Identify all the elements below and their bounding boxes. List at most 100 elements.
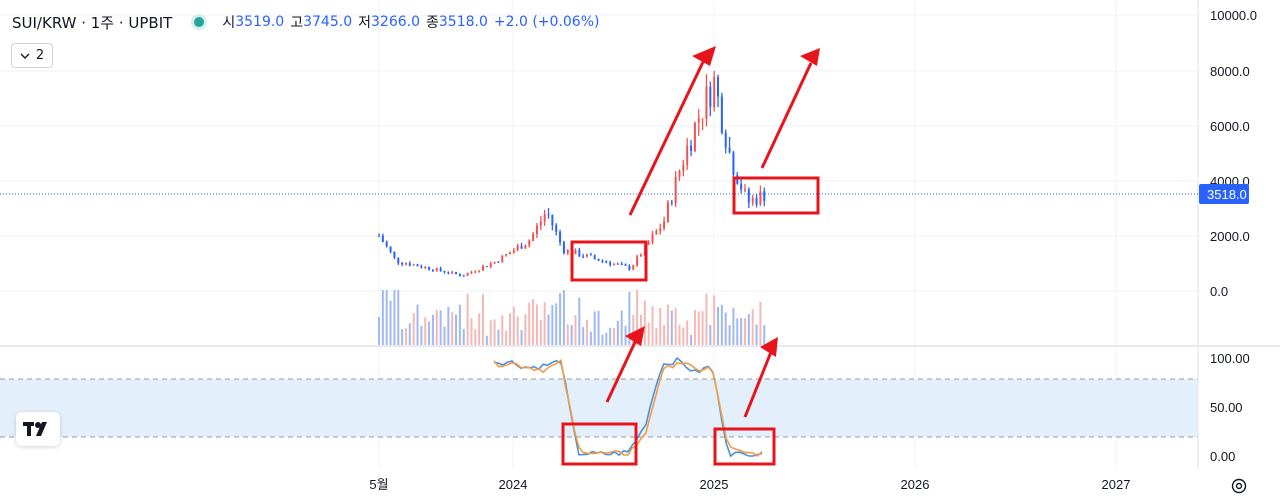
candle-body xyxy=(616,263,619,265)
candle-body xyxy=(562,242,565,254)
volume-bar xyxy=(713,295,716,345)
candle-body xyxy=(701,118,704,120)
volume-bar xyxy=(458,304,461,345)
volume-bar xyxy=(528,302,531,345)
candle-body xyxy=(535,225,538,234)
annotation-arrow-1 xyxy=(628,61,705,216)
settings-gear-icon[interactable] xyxy=(1229,476,1249,496)
annotation-arrow-2 xyxy=(760,62,813,169)
candle-body xyxy=(489,263,492,267)
volume-bar xyxy=(755,324,758,345)
volume-bar xyxy=(693,309,696,345)
volume-bar xyxy=(385,290,388,345)
volume-bar xyxy=(532,299,535,345)
candle-body xyxy=(385,242,388,247)
volume-bar xyxy=(651,306,654,345)
candle-body xyxy=(397,257,400,263)
indicator-toggle-button[interactable]: 2 xyxy=(11,43,53,68)
x-tick-label: 2024 xyxy=(499,477,528,492)
annotation-box-3 xyxy=(561,422,638,466)
candle-body xyxy=(520,245,523,249)
candle-body xyxy=(574,249,577,255)
volume-bar xyxy=(470,318,473,345)
x-tick-label: 2026 xyxy=(901,477,930,492)
volume-bar xyxy=(574,315,577,345)
volume-bar xyxy=(643,300,646,345)
candle-body xyxy=(613,263,616,265)
candle-body xyxy=(393,251,396,258)
volume-bar xyxy=(420,325,423,345)
volume-bar xyxy=(543,302,546,345)
volume-bar xyxy=(624,325,627,345)
candle-body xyxy=(636,256,639,266)
candle-body xyxy=(501,255,504,263)
open-label: 시 xyxy=(222,15,236,31)
arrowhead-2 xyxy=(800,48,820,66)
annotations xyxy=(561,61,820,466)
candle-body xyxy=(670,202,673,204)
candle-body xyxy=(751,198,754,203)
volume-bar xyxy=(601,334,604,345)
volume-bar xyxy=(740,318,743,345)
volume-bar xyxy=(701,311,704,345)
candle-body xyxy=(485,266,488,268)
candle-body xyxy=(493,261,496,264)
volume-bar xyxy=(393,290,396,345)
volume-bar xyxy=(474,329,477,345)
candle-body xyxy=(458,273,461,276)
candle-body xyxy=(424,267,427,269)
candle-body xyxy=(732,152,735,176)
candle-body xyxy=(605,261,608,263)
candle-body xyxy=(462,275,465,277)
volume-bar xyxy=(508,313,511,345)
volume-bar xyxy=(655,328,658,345)
volume-bar xyxy=(609,327,612,345)
volume-bar xyxy=(728,325,731,345)
candle-body xyxy=(543,214,546,222)
candle-body xyxy=(655,231,658,235)
volume-bar xyxy=(589,331,592,345)
candle-body xyxy=(628,265,631,270)
candle-body xyxy=(408,263,411,266)
volume-bar xyxy=(489,320,492,345)
high-label: 고 xyxy=(290,15,304,31)
candle-body xyxy=(651,234,654,243)
stoch-tick-label: 0.00 xyxy=(1210,449,1235,464)
volume-bar xyxy=(435,309,438,345)
tradingview-logo[interactable] xyxy=(16,412,60,446)
volume-bar xyxy=(408,323,411,345)
symbol-title[interactable]: SUI/KRW · 1주 · UPBIT xyxy=(12,13,173,32)
volume-bar xyxy=(570,324,573,345)
candle-body xyxy=(639,255,642,257)
y-tick-label: 2000.0 xyxy=(1210,229,1250,244)
candle-body xyxy=(624,264,627,266)
volume-bar xyxy=(597,310,600,345)
candle-body xyxy=(524,245,527,249)
candle-body xyxy=(620,263,623,265)
candle-body xyxy=(447,272,450,274)
candle-body xyxy=(482,266,485,271)
candle-body xyxy=(743,189,746,191)
volume-bar xyxy=(505,330,508,345)
candle-body xyxy=(439,268,442,272)
candle-body xyxy=(451,271,454,274)
candle-body xyxy=(474,271,477,273)
volume-bar xyxy=(747,314,750,345)
candle-body xyxy=(720,96,723,133)
candle-body xyxy=(381,235,384,243)
volume-bar xyxy=(520,329,523,345)
annotation-arrowheads xyxy=(625,46,820,357)
candle-body xyxy=(763,191,766,201)
annotation-box-1 xyxy=(570,240,648,282)
volume-bar xyxy=(547,314,550,345)
candle-body xyxy=(740,183,743,190)
annotation-box-4 xyxy=(713,427,776,466)
candle-body xyxy=(693,122,696,152)
volume-bar xyxy=(559,293,562,345)
volume-bar xyxy=(424,317,427,345)
volume-bar xyxy=(416,304,419,345)
volume-bar xyxy=(763,325,766,345)
volume-bar xyxy=(670,310,673,345)
candle-body xyxy=(593,255,596,259)
